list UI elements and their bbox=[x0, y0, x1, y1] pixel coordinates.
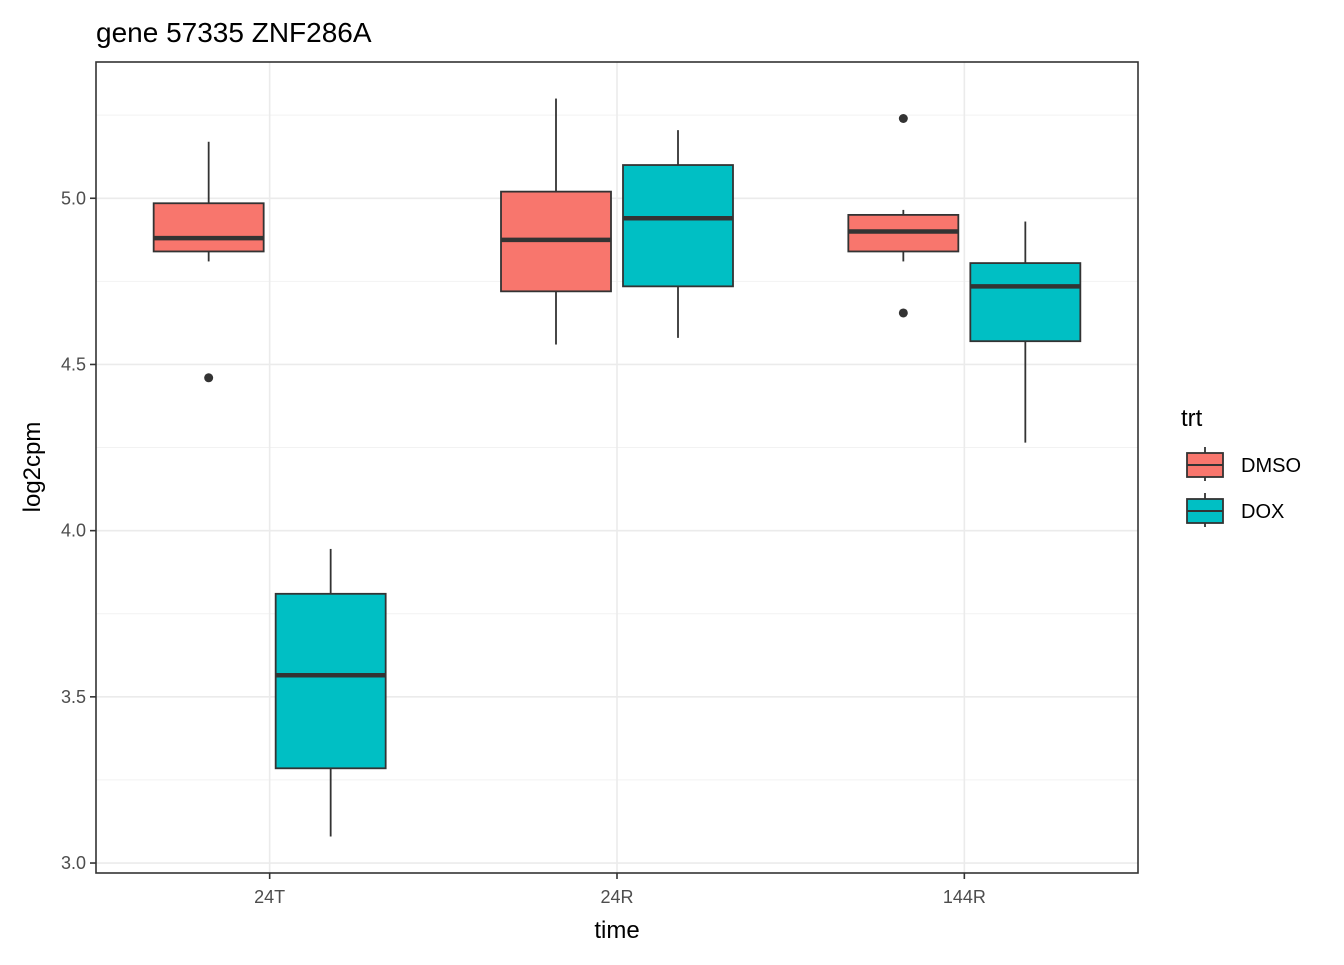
y-axis-title: log2cpm bbox=[19, 422, 46, 513]
y-tick-label: 5.0 bbox=[61, 188, 86, 208]
legend-title: trt bbox=[1181, 405, 1203, 432]
x-tick-label: 144R bbox=[943, 887, 986, 907]
x-axis: 24T 24R 144R bbox=[254, 873, 986, 907]
legend-item-dmso: DMSO bbox=[1186, 447, 1301, 481]
grid-lines bbox=[96, 62, 1138, 873]
y-tick-label: 3.0 bbox=[61, 853, 86, 873]
legend-item-dox: DOX bbox=[1186, 493, 1284, 527]
outlier-point bbox=[204, 373, 214, 383]
x-tick-label: 24R bbox=[600, 887, 633, 907]
box-dox-24t bbox=[274, 548, 387, 837]
outlier-point bbox=[898, 308, 908, 318]
legend: trt DMSO DOX bbox=[1181, 405, 1301, 527]
box-dmso-24r bbox=[500, 98, 612, 345]
box-dmso-144r bbox=[847, 114, 960, 318]
outlier-point bbox=[898, 114, 908, 124]
box-iqr bbox=[152, 202, 265, 253]
box-dmso-24t bbox=[152, 141, 265, 383]
y-axis: 3.0 3.5 4.0 4.5 5.0 bbox=[61, 188, 96, 873]
box-series bbox=[152, 98, 1082, 837]
box-iqr bbox=[274, 592, 387, 770]
y-tick-label: 4.5 bbox=[61, 354, 86, 374]
y-tick-label: 4.0 bbox=[61, 521, 86, 541]
box-iqr bbox=[969, 262, 1082, 343]
x-tick-label: 24T bbox=[254, 887, 285, 907]
y-tick-label: 3.5 bbox=[61, 687, 86, 707]
box-dox-24r bbox=[622, 130, 734, 338]
legend-label: DMSO bbox=[1241, 455, 1301, 477]
box-dox-144r bbox=[969, 221, 1082, 443]
x-axis-title: time bbox=[594, 917, 639, 944]
legend-label: DOX bbox=[1241, 501, 1284, 523]
chart-title: gene 57335 ZNF286A bbox=[96, 17, 372, 48]
box-iqr bbox=[622, 164, 734, 288]
